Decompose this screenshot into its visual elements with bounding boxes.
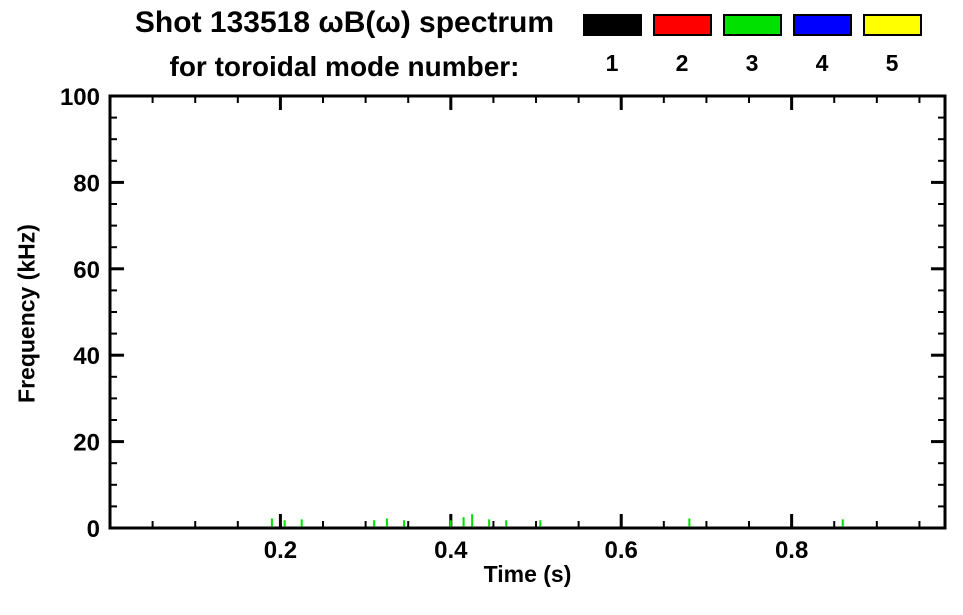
data-series <box>270 514 844 527</box>
legend-swatch-mode-3 <box>722 14 782 36</box>
y-tick-label: 60 <box>73 257 100 284</box>
spectrum-mark <box>385 518 388 527</box>
x-tick-label: 0.8 <box>775 537 808 564</box>
y-tick-label: 20 <box>73 430 100 457</box>
spectrum-mark <box>373 520 376 527</box>
spectrum-mark <box>449 520 452 527</box>
legend-entry-mode-3: 3 <box>721 14 783 75</box>
y-tick-label: 100 <box>60 84 100 111</box>
spectrum-mark <box>471 514 474 527</box>
legend-swatch-mode-4 <box>792 14 852 36</box>
spectrum-mark <box>283 520 286 527</box>
spectrum-mark <box>505 520 508 527</box>
spectrum-mark <box>462 517 465 527</box>
x-tick-label: 0.4 <box>434 537 468 564</box>
spectrum-mark <box>488 519 491 527</box>
spectrum-mark <box>300 519 303 527</box>
y-tick-label: 0 <box>87 516 100 543</box>
legend-label-mode-1: 1 <box>605 50 619 76</box>
spectrum-mark <box>402 520 405 527</box>
spectrum-mark <box>841 519 844 527</box>
spectrum-mark <box>539 520 542 527</box>
legend-swatch-mode-1 <box>582 14 642 36</box>
plot-frame <box>108 94 947 530</box>
legend-entry-mode-1: 1 <box>581 14 643 75</box>
spectrum-mark <box>688 518 691 527</box>
legend-label-mode-5: 5 <box>885 50 899 76</box>
legend-entry-mode-4: 4 <box>791 14 853 75</box>
x-axis-title: Time (s) <box>483 561 572 587</box>
legend-swatch-mode-5 <box>862 14 922 36</box>
y-axis-title: Frequency (kHz) <box>13 224 40 403</box>
chart-title-line2: for toroidal mode number: <box>169 51 520 82</box>
x-tick-label: 0.2 <box>264 537 297 564</box>
legend-entry-mode-2: 2 <box>651 14 713 75</box>
legend-entry-mode-5: 5 <box>861 14 923 75</box>
y-tick-label: 80 <box>73 170 100 197</box>
chart-title-line1: Shot 133518 ωB(ω) spectrum <box>134 6 555 39</box>
spectrum-mark <box>270 518 273 527</box>
y-axis: 0 20 40 60 80 100 <box>60 84 945 543</box>
legend-label-mode-4: 4 <box>815 50 829 76</box>
legend-label-mode-3: 3 <box>745 50 759 76</box>
x-axis: 0.2 0.4 0.6 0.8 <box>151 96 921 564</box>
legend-label-mode-2: 2 <box>675 50 689 76</box>
x-tick-label: 0.6 <box>605 537 638 564</box>
legend-swatch-mode-2 <box>652 14 712 36</box>
y-tick-label: 40 <box>73 343 100 370</box>
